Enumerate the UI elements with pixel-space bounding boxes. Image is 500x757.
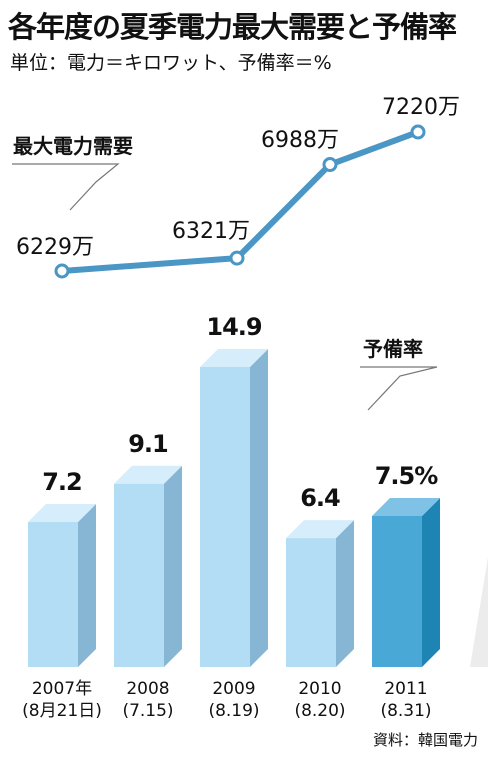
bar-callout-pointer — [360, 366, 438, 411]
bar-top — [28, 504, 96, 523]
bar-front — [372, 515, 422, 667]
unit-note: 単位：電力＝キロワット、予備率＝% — [10, 52, 332, 74]
demand-value-label: 7220万 — [382, 95, 460, 120]
bar-value-label: 14.9 — [206, 313, 262, 341]
bar-front — [286, 538, 336, 667]
bar-2010 — [286, 520, 354, 667]
demand-point — [229, 250, 245, 266]
x-label-year: 2008 — [126, 679, 169, 699]
x-label-date: (8.31) — [380, 701, 431, 721]
bar-side — [250, 349, 268, 667]
bar-side — [422, 497, 440, 667]
x-label-date: (8.20) — [294, 701, 345, 721]
x-label-date: (8.19) — [208, 701, 259, 721]
bar-front — [114, 483, 164, 667]
bar-front — [200, 367, 250, 667]
demand-point — [54, 263, 70, 279]
bar-value-label: 7.2 — [42, 468, 82, 496]
bar-top — [286, 520, 354, 539]
x-label-year: 2011 — [384, 679, 427, 699]
bar-value-label: 9.1 — [128, 430, 168, 458]
x-label-year: 2007年 — [32, 679, 92, 699]
x-label-year: 2010 — [298, 679, 341, 699]
demand-point — [322, 157, 338, 173]
x-label-date: (8月21日) — [22, 701, 102, 721]
bar-series-label: 予備率 — [363, 337, 423, 361]
bar-side — [78, 504, 96, 667]
line-callout-pointer — [12, 163, 120, 211]
source-note: 資料：韓国電力 — [372, 731, 478, 749]
x-axis-labels: 2007年(8月21日) 2008(7.15) 2009(8.19) 2010(8.2… — [22, 679, 431, 721]
line-value-labels: 6229万 6321万 6988万 7220万 — [16, 95, 460, 260]
demand-line — [59, 129, 421, 274]
x-label-year: 2009 — [212, 679, 255, 699]
x-label-date: (7.15) — [122, 701, 173, 721]
chart-title: 各年度の夏季電力最大需要と予備率 — [8, 10, 457, 44]
bar-value-label: 6.4 — [300, 484, 340, 512]
bar-front — [28, 522, 78, 667]
line-series — [54, 124, 426, 279]
bar-2007 — [28, 504, 96, 667]
demand-value-label: 6988万 — [261, 128, 339, 153]
bar-top — [372, 497, 440, 516]
line-series-label: 最大電力需要 — [13, 134, 133, 158]
bar-top — [200, 349, 268, 367]
bar-value-label: 7.5% — [375, 462, 439, 490]
bar-2009 — [200, 349, 268, 667]
bar-side — [164, 465, 182, 667]
bar-value-labels: 7.2 9.1 14.9 6.4 7.5% — [42, 313, 439, 512]
demand-value-label: 6321万 — [172, 219, 250, 244]
bar-side — [336, 520, 354, 667]
demand-value-label: 6229万 — [16, 235, 94, 260]
bar-top — [114, 465, 182, 484]
bar-series — [28, 349, 440, 667]
bar-2008 — [114, 465, 182, 667]
bar-2011 — [372, 497, 440, 667]
demand-point — [410, 124, 426, 140]
